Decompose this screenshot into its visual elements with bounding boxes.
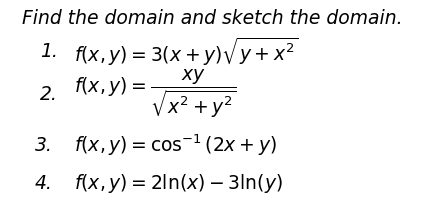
Text: $f(x,y) = 2\ln(x) - 3\ln(y)$: $f(x,y) = 2\ln(x) - 3\ln(y)$ (74, 171, 283, 194)
Text: 4.: 4. (35, 173, 53, 192)
Text: 3.: 3. (35, 135, 53, 154)
Text: $f(x,y) = \dfrac{xy}{\sqrt{x^2+y^2}}$: $f(x,y) = \dfrac{xy}{\sqrt{x^2+y^2}}$ (74, 68, 237, 120)
Text: $f(x,y) = 3(x+y)\sqrt{y+x^2}$: $f(x,y) = 3(x+y)\sqrt{y+x^2}$ (74, 36, 299, 67)
Text: 1.: 1. (40, 42, 58, 61)
Text: Find the domain and sketch the domain.: Find the domain and sketch the domain. (22, 9, 403, 28)
Text: $f(x,y) = \cos^{-1}(2x+y)$: $f(x,y) = \cos^{-1}(2x+y)$ (74, 132, 277, 157)
Text: 2.: 2. (40, 84, 58, 103)
